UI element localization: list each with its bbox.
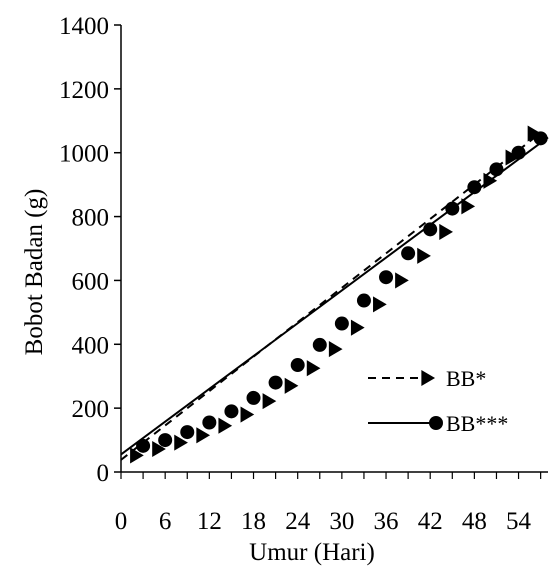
y-tick-label: 200 [72,396,110,423]
x-tick-label: 48 [462,508,487,535]
y-axis-title: Bobot Badan (g) [21,189,48,356]
series-1 [120,125,542,464]
data-point [202,415,217,430]
y-tick-label: 600 [72,268,110,295]
data-point [246,390,261,405]
x-tick-label: 54 [506,508,532,535]
y-tick-label: 400 [72,332,110,359]
x-tick-label: 6 [159,508,172,535]
data-point [312,337,327,352]
data-point [467,180,482,195]
data-point [158,433,173,448]
data-point [350,319,365,336]
legend-marker [429,416,443,430]
x-tick-label: 12 [197,508,222,535]
data-point [533,131,548,146]
data-point [130,447,144,464]
data-point [461,198,476,215]
data-point [224,404,239,419]
x-tick-label: 36 [374,508,399,535]
legend-item-2: BB*** [368,411,508,436]
data-point [373,296,387,313]
series-line [120,132,542,461]
data-point [395,272,409,289]
data-point [174,434,188,451]
data-point [401,246,416,261]
y-tick-label: 1400 [59,13,109,40]
x-tick-label: 24 [285,508,311,535]
legend-label: BB* [446,366,486,391]
data-point [379,270,394,285]
data-point [505,149,520,166]
data-point [240,406,255,423]
data-point [306,360,321,377]
y-tick-label: 1200 [59,77,109,104]
data-point [417,247,431,264]
y-tick-label: 800 [72,205,110,232]
data-point [196,427,211,444]
data-point [180,425,195,440]
data-point [262,393,277,410]
data-point [445,201,460,216]
x-tick-label: 42 [418,508,443,535]
legend-marker [421,369,436,387]
series-2 [120,131,549,456]
data-point [268,375,283,390]
legend-label: BB*** [446,411,508,436]
legend: BB* BB*** [368,366,508,436]
data-point [527,125,542,142]
data-point [152,440,166,458]
data-point [136,438,151,453]
data-point [328,341,343,358]
data-point [489,162,504,177]
x-tick-label: 30 [329,508,354,535]
y-tick-label: 1000 [59,141,109,168]
data-point [284,377,299,394]
y-tick-label: 0 [97,460,110,487]
data-point [334,316,349,331]
data-point [290,358,305,373]
x-tick-label: 18 [241,508,266,535]
series-line [120,136,549,456]
data-point [439,223,453,240]
data-point [423,222,438,237]
legend-item-1: BB* [368,366,486,391]
x-tick-label: 0 [115,508,128,535]
x-axis-title: Umur (Hari) [249,539,375,566]
data-point [218,417,233,434]
data-point [511,145,526,160]
axes: 0 200 400 600 800 1000 1200 1400 0 6 12 18 24 30 36 42 4… [59,13,548,535]
series-layer [120,125,549,464]
data-point [356,293,371,308]
